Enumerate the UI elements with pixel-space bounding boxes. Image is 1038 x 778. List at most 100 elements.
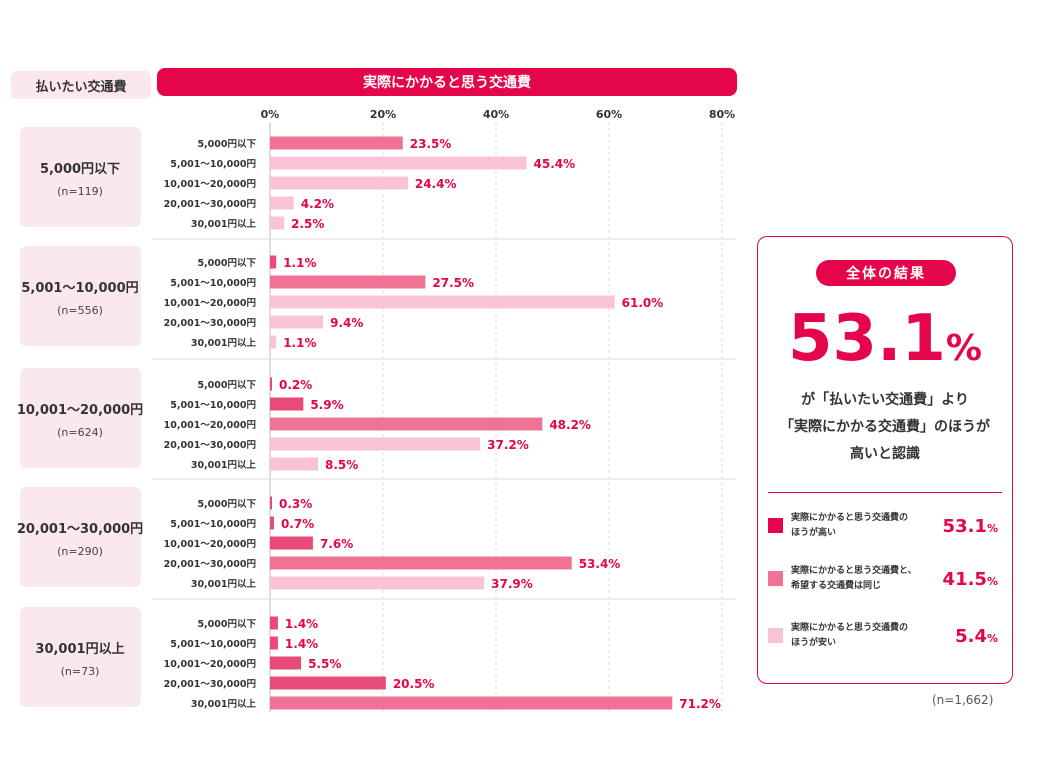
legend-item-same: 実際にかかると思う交通費と、 希望する交通費は同じ 41.5%: [768, 563, 1008, 597]
bar-value-label: 1.4%: [285, 637, 318, 651]
summary-big-number: 53.1%: [758, 299, 1012, 389]
summary-desc-line2: 「実際にかかる交通費」のほうが: [780, 419, 990, 435]
group-label: 10,001～20,000円: [17, 403, 143, 418]
bar-value-label: 71.2%: [679, 697, 721, 711]
group-label: 5,001～10,000円: [21, 281, 138, 296]
bar: [270, 295, 615, 309]
bar: [270, 676, 386, 690]
legend-value-higher: 53.1%: [943, 516, 998, 537]
category-label: 5,001～10,000円: [170, 278, 256, 289]
bar-value-label: 1.1%: [283, 336, 316, 350]
bar: [270, 496, 272, 510]
bar-value-label: 24.4%: [415, 177, 457, 191]
group-sample-size: (n=290): [57, 545, 103, 558]
group-sample-size: (n=73): [61, 665, 100, 678]
group-label-box: [20, 246, 141, 346]
bar-value-label: 61.0%: [622, 296, 664, 310]
category-label: 30,001円以上: [191, 337, 257, 349]
bar: [270, 377, 272, 391]
category-label: 5,000円以下: [197, 139, 256, 150]
bar-value-label: 27.5%: [432, 276, 474, 290]
category-label: 5,000円以下: [197, 380, 256, 391]
bar: [270, 576, 485, 590]
bar: [270, 516, 274, 530]
bar-value-label: 53.4%: [579, 557, 621, 571]
bar: [270, 315, 324, 329]
category-label: 5,001～10,000円: [170, 400, 256, 411]
category-label: 20,001～30,000円: [164, 559, 256, 570]
bar: [270, 556, 572, 570]
bar-value-label: 1.4%: [285, 617, 318, 631]
bar: [270, 457, 319, 471]
category-label: 5,000円以下: [197, 619, 256, 630]
legend-value: 53.1: [942, 516, 987, 537]
legend-value-same: 41.5%: [943, 569, 998, 590]
summary-panel: 全体の結果 53.1% が「払いたい交通費」より 「実際にかかる交通費」のほうが…: [757, 236, 1013, 684]
category-label: 30,001円以上: [191, 459, 257, 471]
group-label: 30,001円以上: [35, 642, 124, 657]
legend-text-line2: ほうが安い: [791, 638, 837, 648]
x-tick-label: 80%: [709, 108, 735, 121]
bar-value-label: 37.9%: [491, 577, 533, 591]
category-label: 5,001～10,000円: [170, 159, 256, 170]
x-tick-label: 60%: [596, 108, 622, 121]
category-label: 5,000円以下: [197, 258, 256, 269]
bar-value-label: 23.5%: [410, 137, 452, 151]
total-sample-size: (n=1,662): [932, 693, 994, 707]
category-label: 5,000円以下: [197, 499, 256, 510]
bar-value-label: 0.2%: [279, 378, 312, 392]
header-desired-cost: 払いたい交通費: [11, 71, 151, 99]
bar: [270, 397, 304, 411]
legend-text-line1: 実際にかかると思う交通費と、: [791, 566, 917, 576]
legend-text-lower: 実際にかかると思う交通費の ほうが安い: [791, 621, 941, 651]
bar-value-label: 4.2%: [301, 197, 334, 211]
header-actual-cost: 実際にかかると思う交通費: [157, 68, 737, 96]
legend-unit: %: [986, 632, 998, 645]
category-label: 30,001円以上: [191, 698, 257, 710]
bar-chart: 0% 20% 40% 60% 80% 5,000円以下 (n=119) 5,000円以下 23.…: [17, 108, 736, 712]
bar-value-label: 0.3%: [279, 497, 312, 511]
category-label: 10,001～20,000円: [164, 539, 256, 550]
category-label: 10,001～20,000円: [164, 298, 256, 309]
category-label: 5,001～10,000円: [170, 639, 256, 650]
bar: [270, 176, 408, 190]
bar-value-label: 45.4%: [534, 157, 576, 171]
legend-unit: %: [986, 522, 998, 535]
summary-divider: [768, 492, 1002, 493]
bar: [270, 156, 527, 170]
bar-value-label: 48.2%: [549, 418, 591, 432]
category-label: 5,001～10,000円: [170, 519, 256, 530]
bar: [270, 656, 302, 670]
group-label: 5,000円以下: [40, 162, 120, 177]
bar-value-label: 2.5%: [291, 217, 324, 231]
category-label: 20,001～30,000円: [164, 199, 256, 210]
big-number-unit: %: [945, 328, 982, 369]
group-label-box: [20, 487, 141, 587]
legend-text-same: 実際にかかると思う交通費と、 希望する交通費は同じ: [791, 564, 941, 594]
legend-unit: %: [986, 575, 998, 588]
category-label: 20,001～30,000円: [164, 440, 256, 451]
category-label: 10,001～20,000円: [164, 179, 256, 190]
category-label: 10,001～20,000円: [164, 420, 256, 431]
summary-description: が「払いたい交通費」より 「実際にかかる交通費」のほうが 高いと認識: [758, 387, 1012, 468]
bar-value-label: 8.5%: [325, 458, 358, 472]
category-label: 10,001～20,000円: [164, 659, 256, 670]
bar-value-label: 20.5%: [393, 677, 435, 691]
bar-value-label: 5.9%: [310, 398, 343, 412]
bar: [270, 636, 278, 650]
bar: [270, 696, 673, 710]
legend-swatch-higher: [768, 518, 783, 533]
bar-value-label: 37.2%: [487, 438, 529, 452]
legend-text-line1: 実際にかかると思う交通費の: [791, 623, 909, 633]
legend-text-line1: 実際にかかると思う交通費の: [791, 513, 909, 523]
bar: [270, 417, 543, 431]
bar-value-label: 7.6%: [320, 537, 353, 551]
x-tick-label: 40%: [483, 108, 509, 121]
big-number-value: 53.1: [788, 302, 946, 376]
bar: [270, 437, 481, 451]
legend-text-higher: 実際にかかると思う交通費の ほうが高い: [791, 511, 941, 541]
category-label: 20,001～30,000円: [164, 318, 256, 329]
bar: [270, 136, 403, 150]
bar: [270, 255, 277, 269]
